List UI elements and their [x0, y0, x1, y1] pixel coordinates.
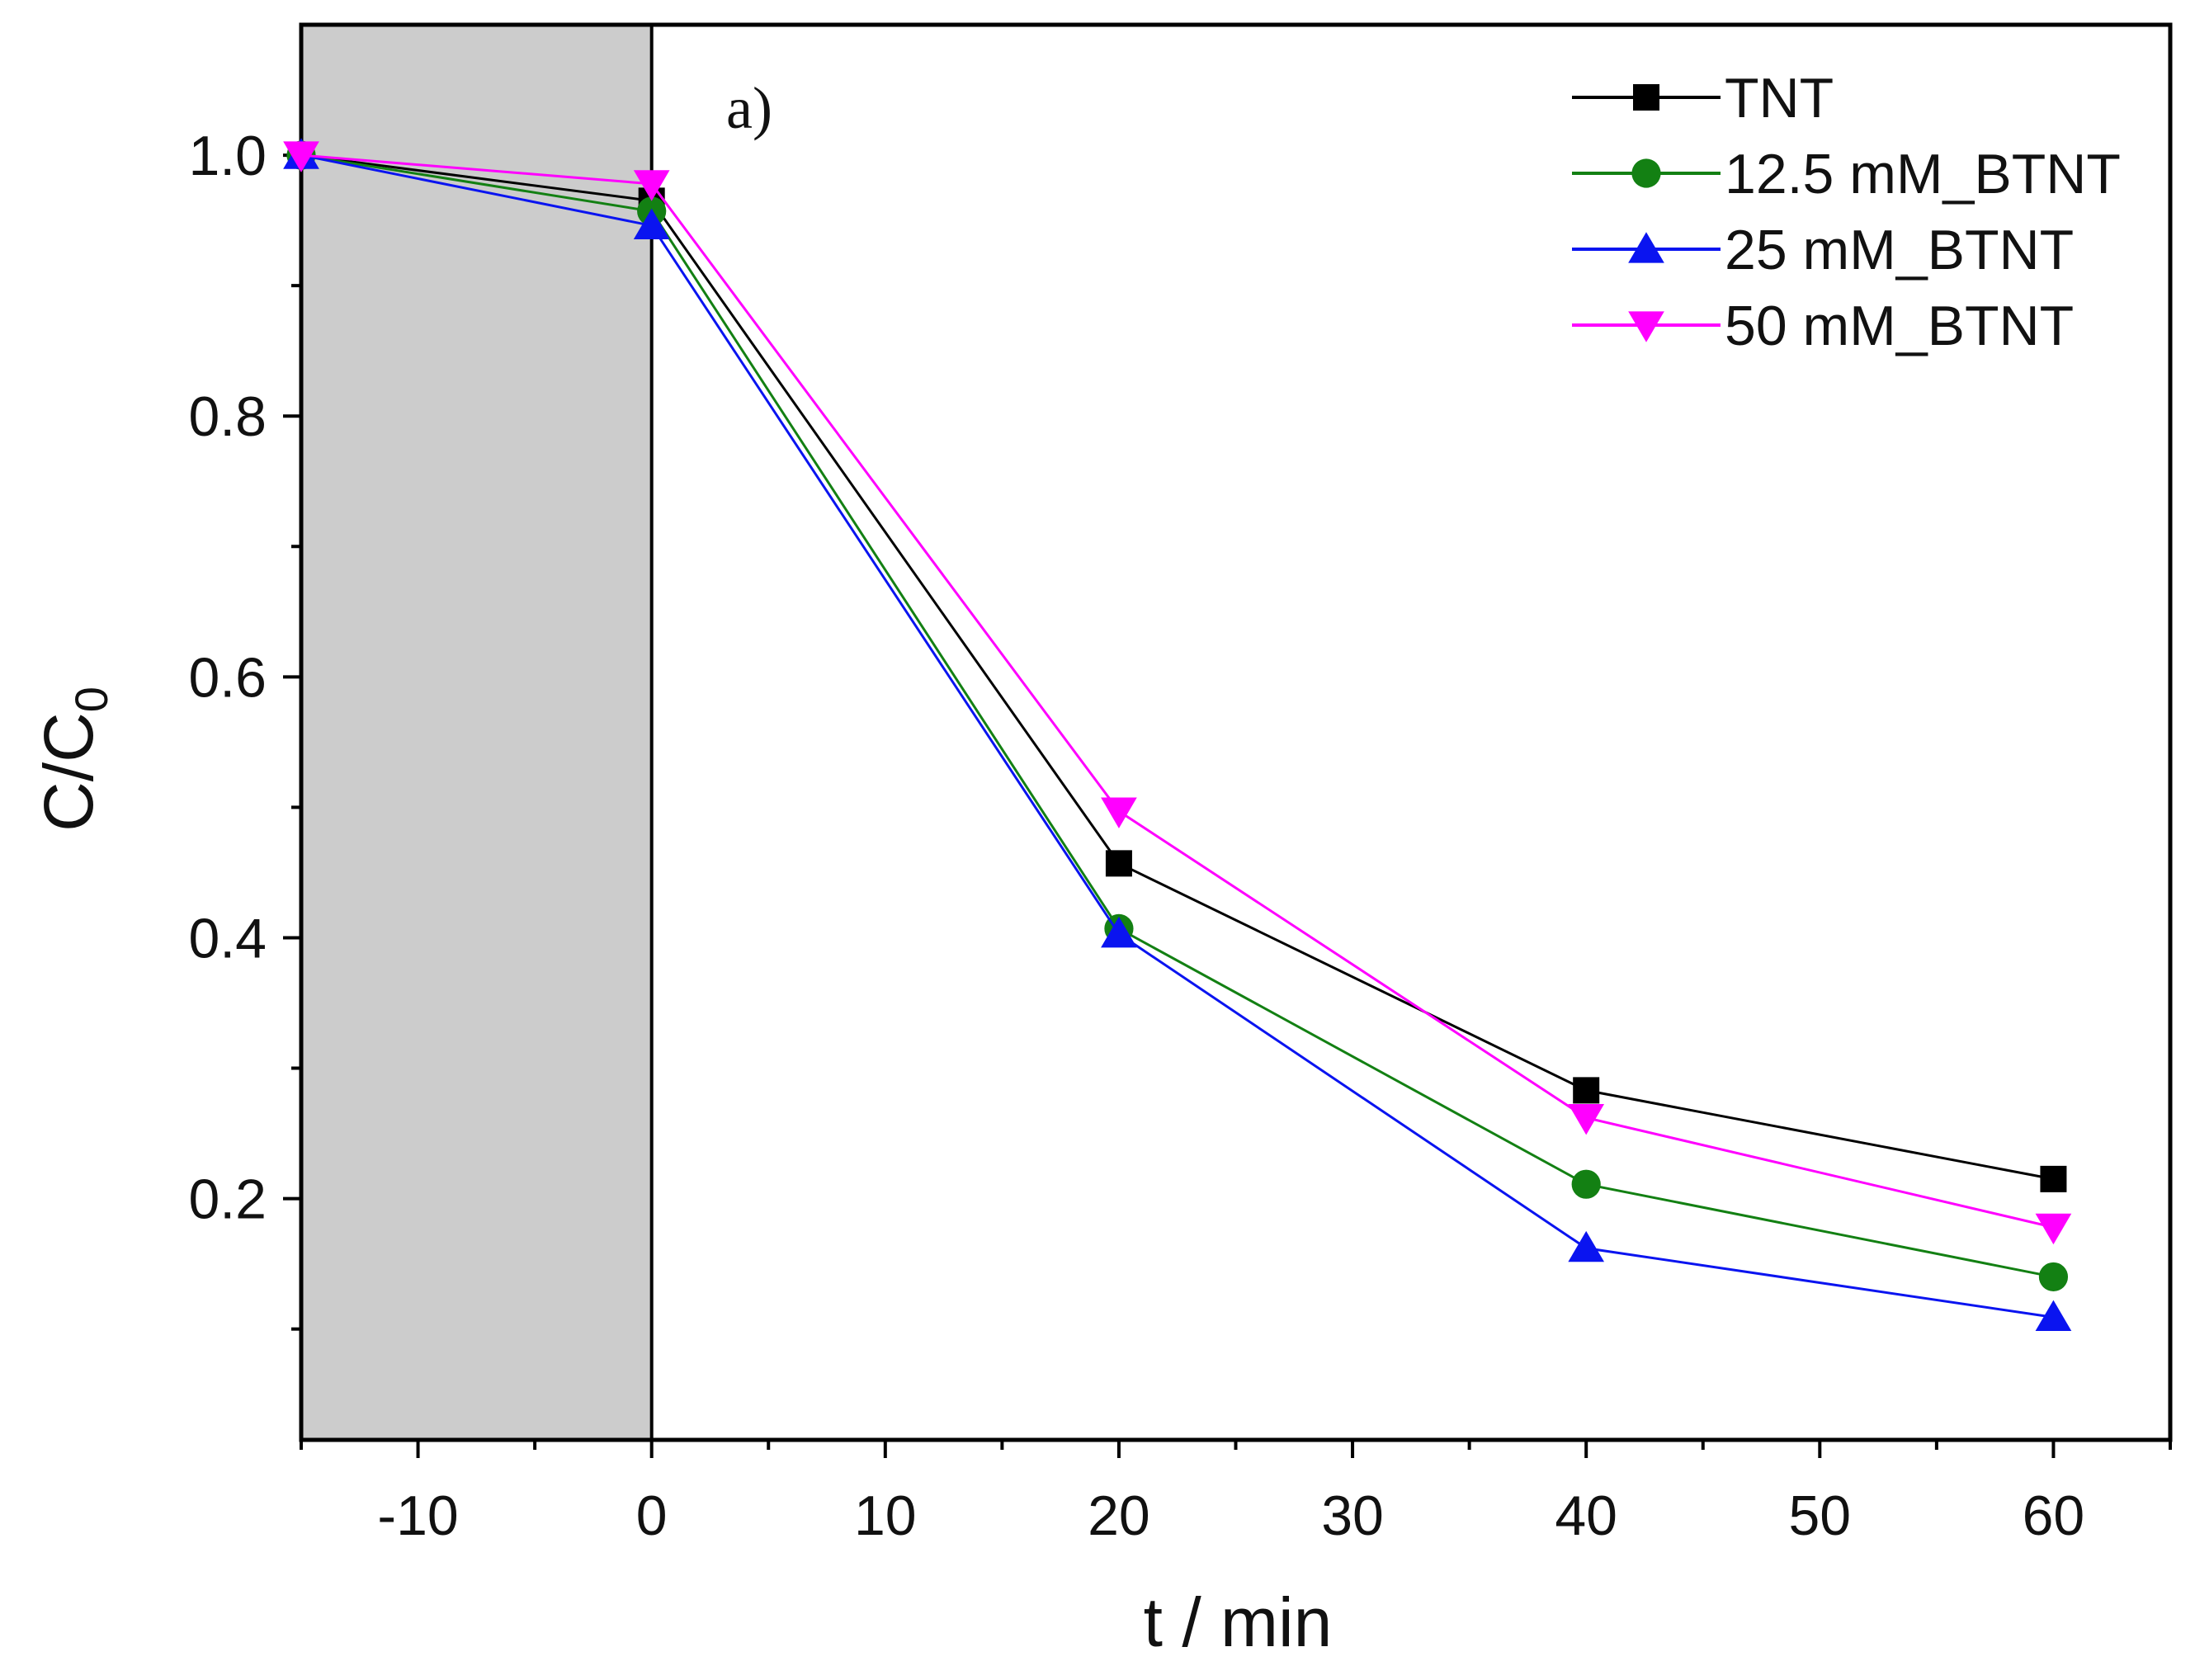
y-axis-title: C/C0: [30, 687, 117, 832]
shaded-region: [301, 25, 652, 1440]
legend-label: 25 mM_BTNT: [1725, 219, 2074, 281]
data-point-25-mm-btnt: [2035, 1300, 2072, 1332]
data-point-50-mm-btnt: [283, 141, 319, 172]
legend-label: 50 mM_BTNT: [1725, 295, 2074, 357]
y-tick-label: 1.0: [188, 125, 267, 187]
x-tick-label: 50: [1788, 1484, 1851, 1547]
svg-text:C/C0: C/C0: [30, 687, 117, 832]
legend-entry-25-mm-btnt: 25 mM_BTNT: [1572, 219, 2074, 281]
legend-marker: [1633, 84, 1659, 111]
data-point-25-mm-btnt: [1101, 916, 1137, 948]
x-tick-label: 40: [1555, 1484, 1617, 1547]
y-tick-label: 0.2: [188, 1168, 267, 1231]
data-point-50-mm-btnt: [1101, 797, 1137, 828]
text-layer: a) t / min C/C0: [30, 75, 1332, 1661]
data-point-50-mm-btnt: [1568, 1103, 1605, 1135]
x-tick-label: 10: [854, 1484, 917, 1547]
data-point-50-mm-btnt: [633, 170, 670, 201]
legend-label: TNT: [1725, 67, 1834, 130]
legend-marker: [1631, 158, 1661, 188]
panel-annotation: a): [726, 75, 772, 141]
y-tick-label: 0.4: [188, 907, 267, 970]
data-point-tnt: [1573, 1077, 1600, 1104]
data-point-25-mm-btnt: [633, 208, 670, 240]
legend-entry-50-mm-btnt: 50 mM_BTNT: [1572, 295, 2074, 357]
x-tick-label: 0: [636, 1484, 668, 1547]
data-point-12-5-mm-btnt: [1571, 1169, 1601, 1199]
shaded-region-layer: [301, 25, 654, 1440]
series-50-mm-btnt: [283, 141, 2072, 1245]
x-tick-label: 60: [2023, 1484, 2085, 1547]
data-point-tnt: [2040, 1165, 2067, 1192]
legend-entry-12-5-mm-btnt: 12.5 mM_BTNT: [1572, 143, 2121, 205]
y-axis-title-main: C/C: [30, 712, 107, 832]
y-tick-label: 0.8: [188, 385, 267, 448]
series-layer: [283, 138, 2072, 1332]
data-point-50-mm-btnt: [2035, 1213, 2072, 1245]
data-point-12-5-mm-btnt: [2038, 1262, 2069, 1292]
legend-marker: [1628, 311, 1664, 342]
x-tick-label: -10: [377, 1484, 458, 1547]
legend-marker: [1628, 232, 1664, 263]
x-tick-label: 20: [1088, 1484, 1150, 1547]
data-point-25-mm-btnt: [1568, 1230, 1605, 1262]
y-tick-label: 0.6: [188, 646, 267, 709]
legend: TNT 12.5 mM_BTNT 25 mM_BTNT 50 mM_BTNT: [1572, 67, 2121, 357]
x-tick-label: 30: [1321, 1484, 1384, 1547]
legend-label: 12.5 mM_BTNT: [1725, 143, 2121, 205]
axes-layer: -10 0 10 20 30 40 50 60 0.2 0.4 0.6 0.8 1.0: [188, 22, 2173, 1547]
y-axis-title-subscript: 0: [65, 687, 117, 712]
x-axis-title: t / min: [1144, 1583, 1333, 1661]
data-point-tnt: [1105, 850, 1132, 877]
legend-entry-tnt: TNT: [1572, 67, 1834, 130]
